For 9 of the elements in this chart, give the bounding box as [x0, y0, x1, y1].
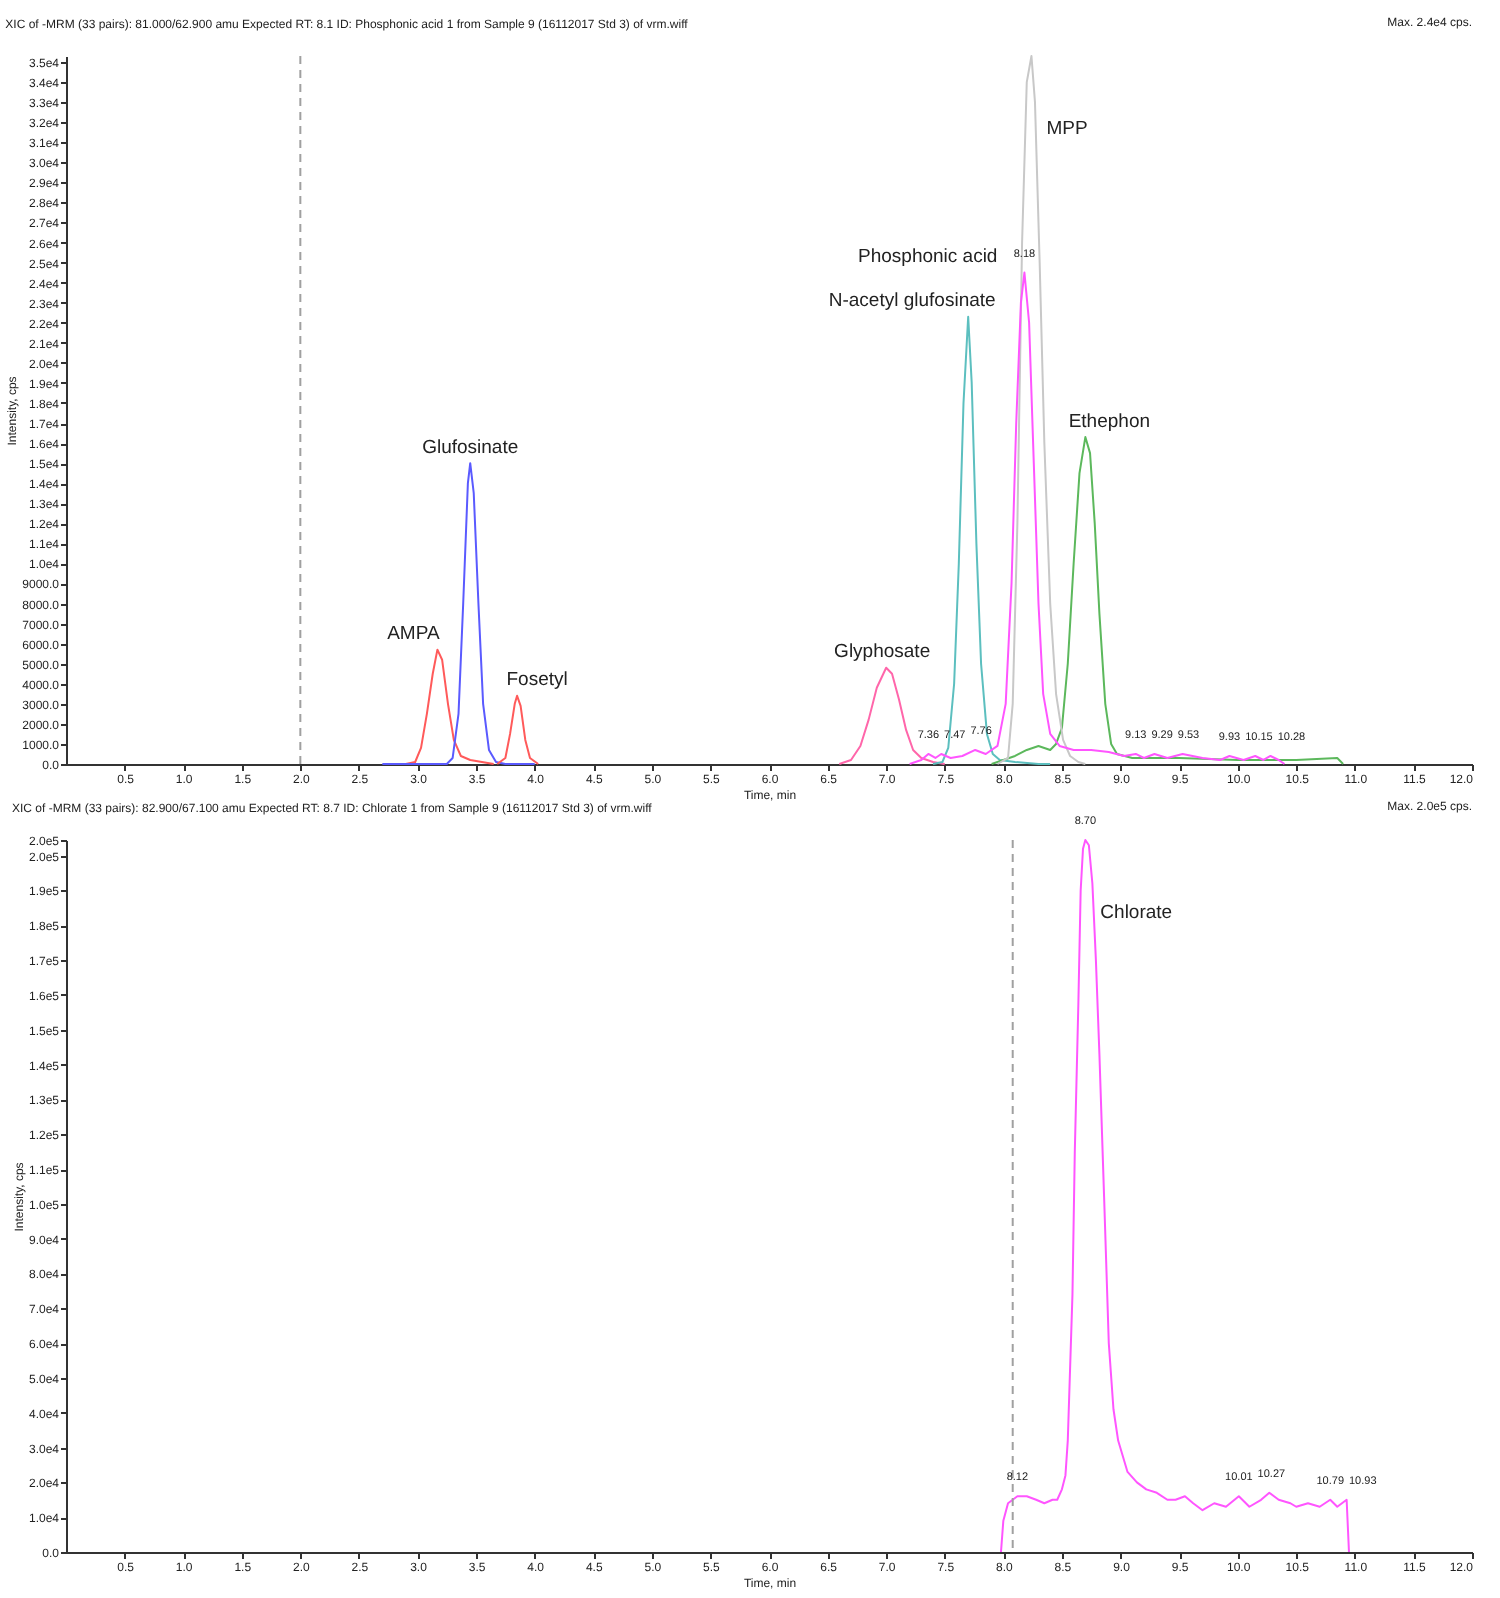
series-label: Glufosinate: [422, 436, 519, 459]
series-label: MPP: [1046, 118, 1088, 140]
series-label: AMPA: [387, 623, 441, 646]
series-label: Glyphosate: [834, 641, 931, 664]
series-label: Phosphonic acid: [858, 246, 998, 269]
series-label: Ethephon: [1068, 410, 1151, 433]
series-label: N-acetyl glufosinate: [828, 290, 996, 313]
series-label: Chlorate: [1100, 902, 1173, 924]
series-label: Fosetyl: [506, 669, 568, 692]
